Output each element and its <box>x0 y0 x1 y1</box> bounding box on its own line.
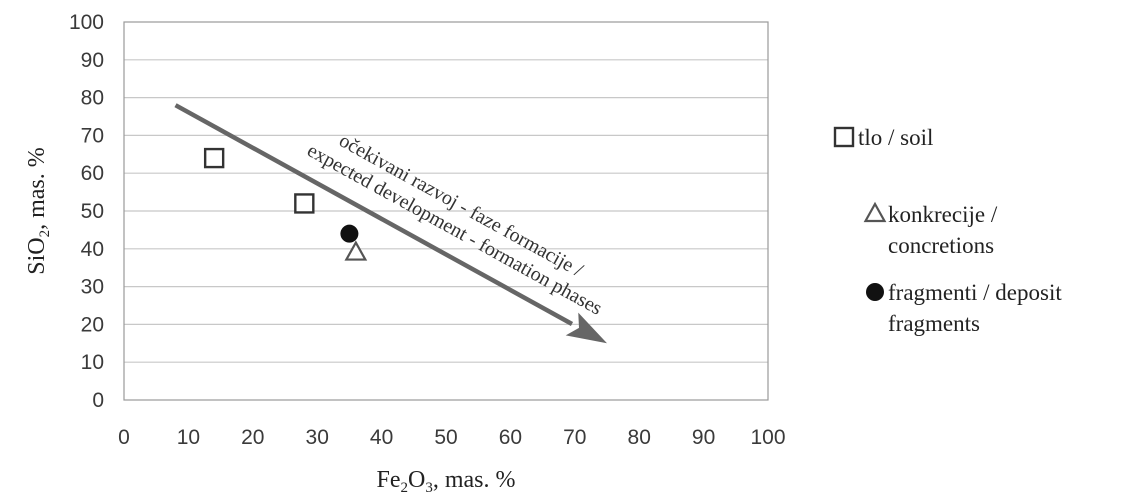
legend-marker-triangle <box>863 201 887 223</box>
y-axis-title: SiO2, mas. % <box>24 147 53 275</box>
legend-label: fragmenti / deposit <box>888 280 1062 305</box>
x-tick-label: 50 <box>434 426 457 449</box>
x-tick-label: 20 <box>241 426 264 449</box>
y-tick-label: 30 <box>81 276 104 299</box>
data-point-square <box>294 193 315 214</box>
legend-label: tlo / soil <box>858 125 933 150</box>
data-point-triangle <box>344 240 368 261</box>
y-tick-label: 70 <box>81 124 104 147</box>
legend-marker-square <box>833 126 855 148</box>
y-tick-label: 0 <box>92 389 104 412</box>
y-tick-label: 60 <box>81 162 104 185</box>
x-tick-label: 90 <box>692 426 715 449</box>
x-tick-label: 70 <box>563 426 586 449</box>
grid-lines <box>124 59 768 363</box>
annotation-line: očekivani razvoj - faze formacije / <box>335 130 587 282</box>
y-tick-label: 10 <box>81 351 104 374</box>
legend-label: konkrecije / <box>888 202 998 227</box>
x-tick-label: 30 <box>306 426 329 449</box>
data-point-square <box>203 147 225 169</box>
x-tick-label: 80 <box>628 426 651 449</box>
y-tick-label: 40 <box>81 238 104 261</box>
x-tick-labels: 0 10 20 30 40 50 60 70 80 90 100 <box>118 426 785 449</box>
annotation: očekivani razvoj - faze formacije /expec… <box>303 130 606 320</box>
y-tick-label: 50 <box>81 200 104 223</box>
arrow-shaft <box>174 103 574 326</box>
data-point-circle <box>340 224 359 243</box>
y-tick-label: 20 <box>81 313 104 336</box>
y-tick-label: 100 <box>69 11 104 34</box>
arrow-head <box>565 312 607 344</box>
y-tick-labels: 0 10 20 30 40 50 60 70 80 90 100 <box>69 11 104 412</box>
x-tick-label: 100 <box>750 426 785 449</box>
legend-label: fragments <box>888 311 980 336</box>
x-tick-label: 0 <box>118 426 130 449</box>
x-tick-label: 60 <box>499 426 522 449</box>
data-points <box>203 147 368 261</box>
trend-arrow <box>174 103 607 344</box>
legend-marker-circle <box>866 283 884 301</box>
y-tick-label: 90 <box>81 49 104 72</box>
x-tick-label: 40 <box>370 426 393 449</box>
legend-label: concretions <box>888 233 994 258</box>
x-axis-title: Fe2O3, mas. % <box>377 467 516 496</box>
legend: tlo / soil konkrecije / concretions fragmen… <box>833 125 1062 336</box>
y-tick-label: 80 <box>81 87 104 110</box>
plot-area <box>123 21 769 401</box>
x-tick-label: 10 <box>177 426 200 449</box>
